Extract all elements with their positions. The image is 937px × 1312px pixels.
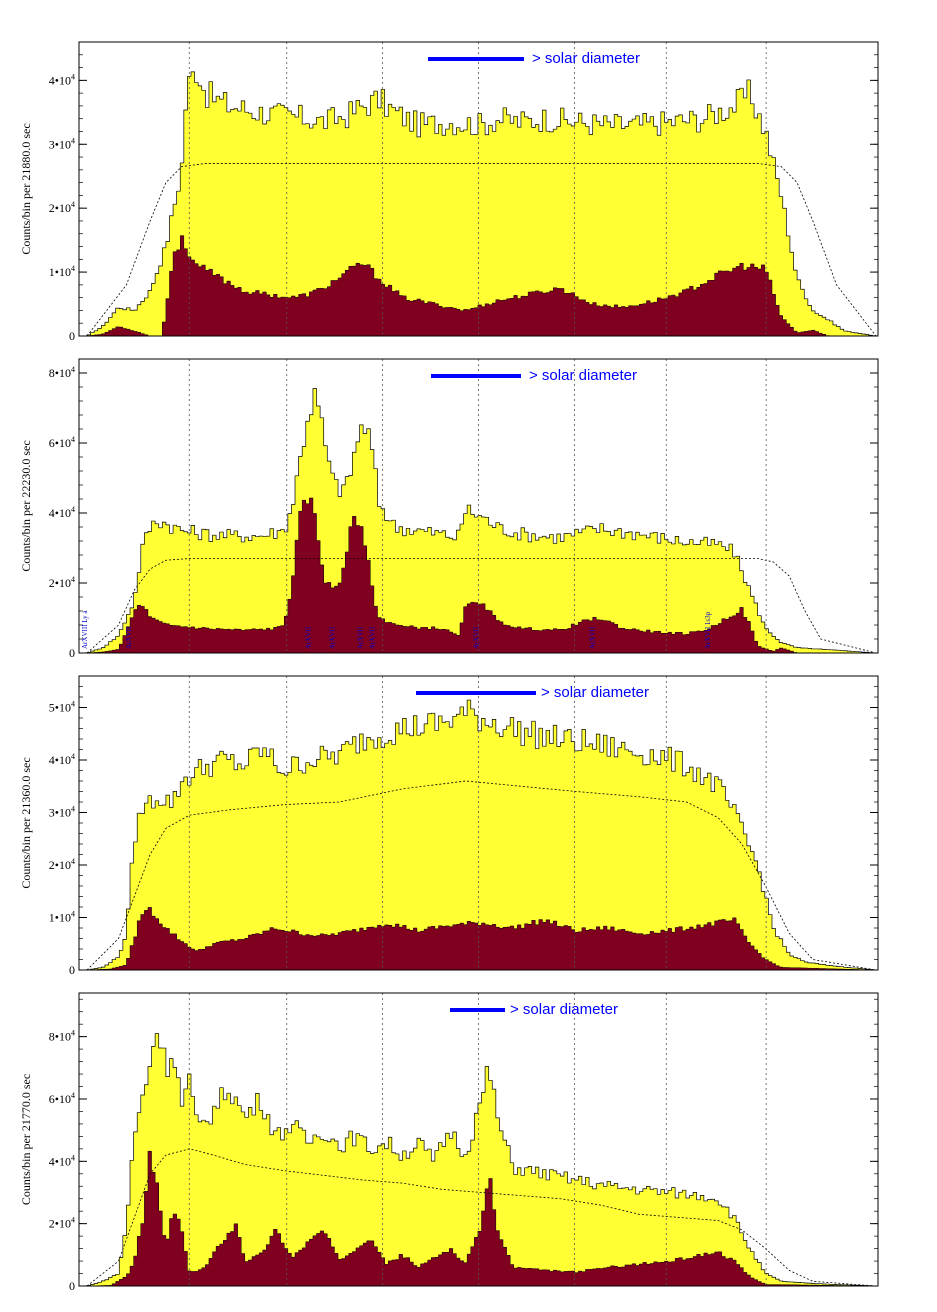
y-tick-label: 6•104 — [49, 1091, 75, 1106]
plot-frame — [78, 992, 879, 1287]
series-high-energy-area — [86, 235, 876, 337]
series-total-area — [86, 388, 877, 654]
series-high-energy-area — [86, 1150, 877, 1287]
legend-label: > solar diameter — [529, 367, 637, 384]
line-label: ArXVII — [305, 626, 313, 649]
line-label: ArXVII — [588, 626, 596, 649]
y-tick-label: 3•104 — [49, 805, 75, 820]
y-tick-label: 2•104 — [49, 200, 75, 215]
line-label: ArXVII — [473, 626, 481, 649]
series-model-line — [86, 558, 877, 654]
panel-1: 0 1•104 2•104 3•104 4•104 Counts/bin per 2188… — [19, 41, 879, 343]
y-tick-label: 0 — [69, 963, 75, 977]
line-label: ArXVII — [357, 626, 365, 649]
series-total-area — [86, 699, 877, 971]
series-high-energy-area — [86, 907, 877, 971]
y-tick-label: 4•104 — [49, 752, 75, 767]
series-model-line — [86, 163, 877, 337]
line-label: ArXVII 1s3p — [704, 611, 712, 649]
series-model-line — [86, 780, 877, 971]
y-tick-label: 6•104 — [49, 435, 75, 450]
y-tick-label: 8•104 — [49, 365, 75, 380]
legend-label: > solar diameter — [532, 50, 640, 67]
plot-frame — [78, 41, 879, 337]
y-axis-label: Counts/bin per 22230.0 sec — [19, 440, 33, 571]
line-label: ArXVII — [329, 626, 337, 649]
y-axis-label: Counts/bin per 21360.0 sec — [19, 757, 33, 888]
y-tick-label: 2•104 — [49, 1216, 75, 1231]
y-tick-label: 4•104 — [49, 1153, 75, 1168]
y-tick-label: 1•104 — [49, 264, 75, 279]
y-tick-label: 0 — [69, 329, 75, 343]
y-tick-label: 2•104 — [49, 857, 75, 872]
y-tick-label: 4•104 — [49, 72, 75, 87]
y-tick-label: 0 — [69, 1279, 75, 1293]
line-label: ArXVIII Ly a — [81, 610, 89, 649]
y-axis-label: Counts/bin per 21770.0 sec — [19, 1074, 33, 1205]
y-tick-label: 2•104 — [49, 575, 75, 590]
panel-2: 0 2•104 4•104 6•104 8•104 Counts/bin per 2223… — [19, 358, 879, 660]
line-label: ArXVII — [125, 626, 133, 649]
panel-3: 0 1•104 2•104 3•104 4•104 5•104 Counts/bin per… — [19, 675, 879, 977]
y-tick-label: 4•104 — [49, 505, 75, 520]
y-tick-label: 5•104 — [49, 700, 75, 715]
series-total-area — [86, 71, 877, 337]
plot-frame — [78, 358, 879, 654]
panel-4: 0 2•104 4•104 6•104 8•104 Counts/bin per 2177… — [19, 992, 879, 1293]
series-model-line — [86, 1148, 877, 1287]
legend-label: > solar diameter — [510, 1001, 618, 1018]
y-tick-label: 1•104 — [49, 910, 75, 925]
series-high-energy-area — [86, 497, 876, 654]
series-total-area — [86, 1033, 877, 1287]
y-tick-label: 3•104 — [49, 136, 75, 151]
legend-label: > solar diameter — [541, 684, 649, 701]
line-label: ArXVII — [369, 626, 377, 649]
y-axis-label: Counts/bin per 21880.0 sec — [19, 123, 33, 254]
y-tick-label: 0 — [69, 646, 75, 660]
y-tick-label: 8•104 — [49, 1029, 75, 1044]
